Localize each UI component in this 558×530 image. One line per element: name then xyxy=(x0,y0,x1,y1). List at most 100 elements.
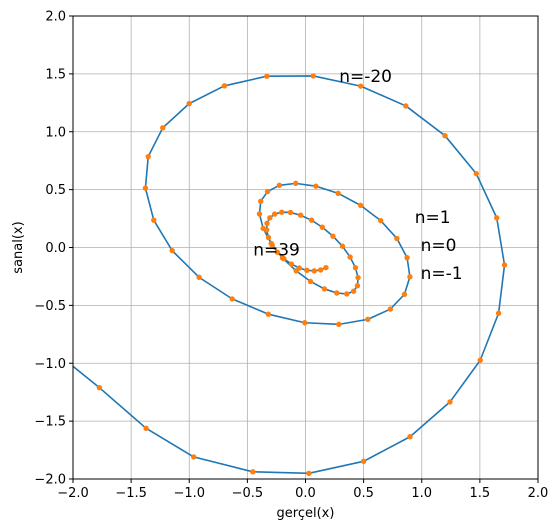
data-point xyxy=(271,211,278,217)
point-annotation: n=-20 xyxy=(339,67,392,87)
data-point xyxy=(394,235,400,242)
data-point xyxy=(313,183,319,189)
data-point xyxy=(334,290,340,296)
data-point xyxy=(350,288,357,294)
data-point xyxy=(403,103,409,109)
data-point xyxy=(196,274,202,281)
y-axis-label: sanal(x) xyxy=(11,221,26,273)
data-point xyxy=(160,125,166,131)
y-tick-label: 1.5 xyxy=(45,67,66,82)
x-tick-label: −1.5 xyxy=(115,486,147,501)
data-point xyxy=(264,220,270,227)
data-point xyxy=(354,283,361,289)
data-point xyxy=(264,73,270,79)
point-annotation: n=-1 xyxy=(421,264,463,284)
data-point xyxy=(442,132,448,139)
data-point xyxy=(407,274,413,280)
data-point xyxy=(264,188,271,195)
data-point xyxy=(151,217,157,223)
data-point xyxy=(319,224,326,230)
data-point xyxy=(358,83,364,89)
x-tick-label: 0.5 xyxy=(353,486,374,501)
data-point xyxy=(323,264,329,271)
data-point xyxy=(308,217,315,223)
data-point xyxy=(447,399,453,405)
x-axis-label: gerçel(x) xyxy=(277,506,335,521)
y-tick-label: 2.0 xyxy=(45,10,66,25)
data-point xyxy=(407,434,413,440)
data-point xyxy=(306,470,312,477)
data-point xyxy=(276,182,283,189)
data-point xyxy=(169,247,175,254)
data-point xyxy=(357,202,364,209)
data-point xyxy=(186,100,192,107)
y-tick-label: −1.5 xyxy=(34,415,66,430)
y-tick-label: −2.0 xyxy=(34,473,66,488)
data-point xyxy=(269,242,275,248)
x-tick-label: −0.5 xyxy=(232,486,264,501)
data-point xyxy=(302,320,308,326)
y-tick-label: −1.0 xyxy=(34,357,66,372)
data-point xyxy=(355,274,361,281)
data-point xyxy=(143,425,149,431)
data-point xyxy=(501,262,508,268)
x-tick-label: 0.0 xyxy=(295,486,316,501)
data-point xyxy=(473,170,479,177)
y-tick-label: 1.0 xyxy=(45,125,66,140)
data-point xyxy=(304,267,310,273)
data-point xyxy=(281,256,287,262)
x-tick-label: −1.0 xyxy=(173,486,205,501)
y-tick-label: 0.0 xyxy=(45,241,66,256)
data-point xyxy=(339,243,346,249)
data-point xyxy=(344,291,350,297)
data-point xyxy=(258,198,264,205)
x-tick-label: 1.0 xyxy=(411,486,432,501)
data-point xyxy=(495,310,502,316)
data-point xyxy=(321,286,328,292)
annotations: n=-20 n=1 n=0 n=-1 n=39 xyxy=(253,67,462,284)
data-point xyxy=(387,306,394,312)
data-point xyxy=(267,215,273,221)
y-tick-label: −0.5 xyxy=(34,299,66,314)
point-annotation: n=39 xyxy=(253,241,300,261)
data-point xyxy=(297,212,304,218)
data-point xyxy=(287,209,294,216)
x-tick-label: 1.5 xyxy=(470,486,491,501)
data-point xyxy=(142,185,149,191)
data-point xyxy=(256,211,263,217)
data-series xyxy=(47,73,508,477)
data-point xyxy=(378,217,384,224)
data-point xyxy=(250,469,256,475)
data-point xyxy=(347,254,353,260)
data-point xyxy=(265,311,271,317)
data-point xyxy=(229,296,235,302)
data-point xyxy=(311,268,317,274)
data-point xyxy=(279,209,285,215)
data-point xyxy=(360,458,367,464)
data-point xyxy=(310,73,316,79)
data-point xyxy=(190,454,197,460)
data-point xyxy=(265,234,272,241)
data-point xyxy=(401,291,408,298)
data-point xyxy=(221,83,228,89)
data-point xyxy=(274,249,281,255)
x-tick-label: 2.0 xyxy=(528,486,549,501)
data-point xyxy=(494,215,500,221)
data-point xyxy=(288,261,295,267)
data-point xyxy=(307,278,314,285)
data-point xyxy=(145,153,151,160)
x-tick-label: −2.0 xyxy=(57,486,89,501)
data-point xyxy=(335,190,341,197)
data-point xyxy=(293,180,299,187)
ticks: −2.0 −1.5 −1.0 −0.5 0.0 0.5 1.0 1.5 2.0 −2.0 −1.5 −… xyxy=(34,10,548,502)
data-point xyxy=(336,321,342,328)
data-point xyxy=(96,384,103,391)
data-point xyxy=(47,345,52,350)
point-annotation: n=0 xyxy=(421,236,457,256)
data-point xyxy=(404,254,410,261)
data-point xyxy=(477,357,483,363)
data-point xyxy=(263,227,270,233)
point-annotation: n=1 xyxy=(415,208,451,228)
data-point xyxy=(365,316,371,323)
